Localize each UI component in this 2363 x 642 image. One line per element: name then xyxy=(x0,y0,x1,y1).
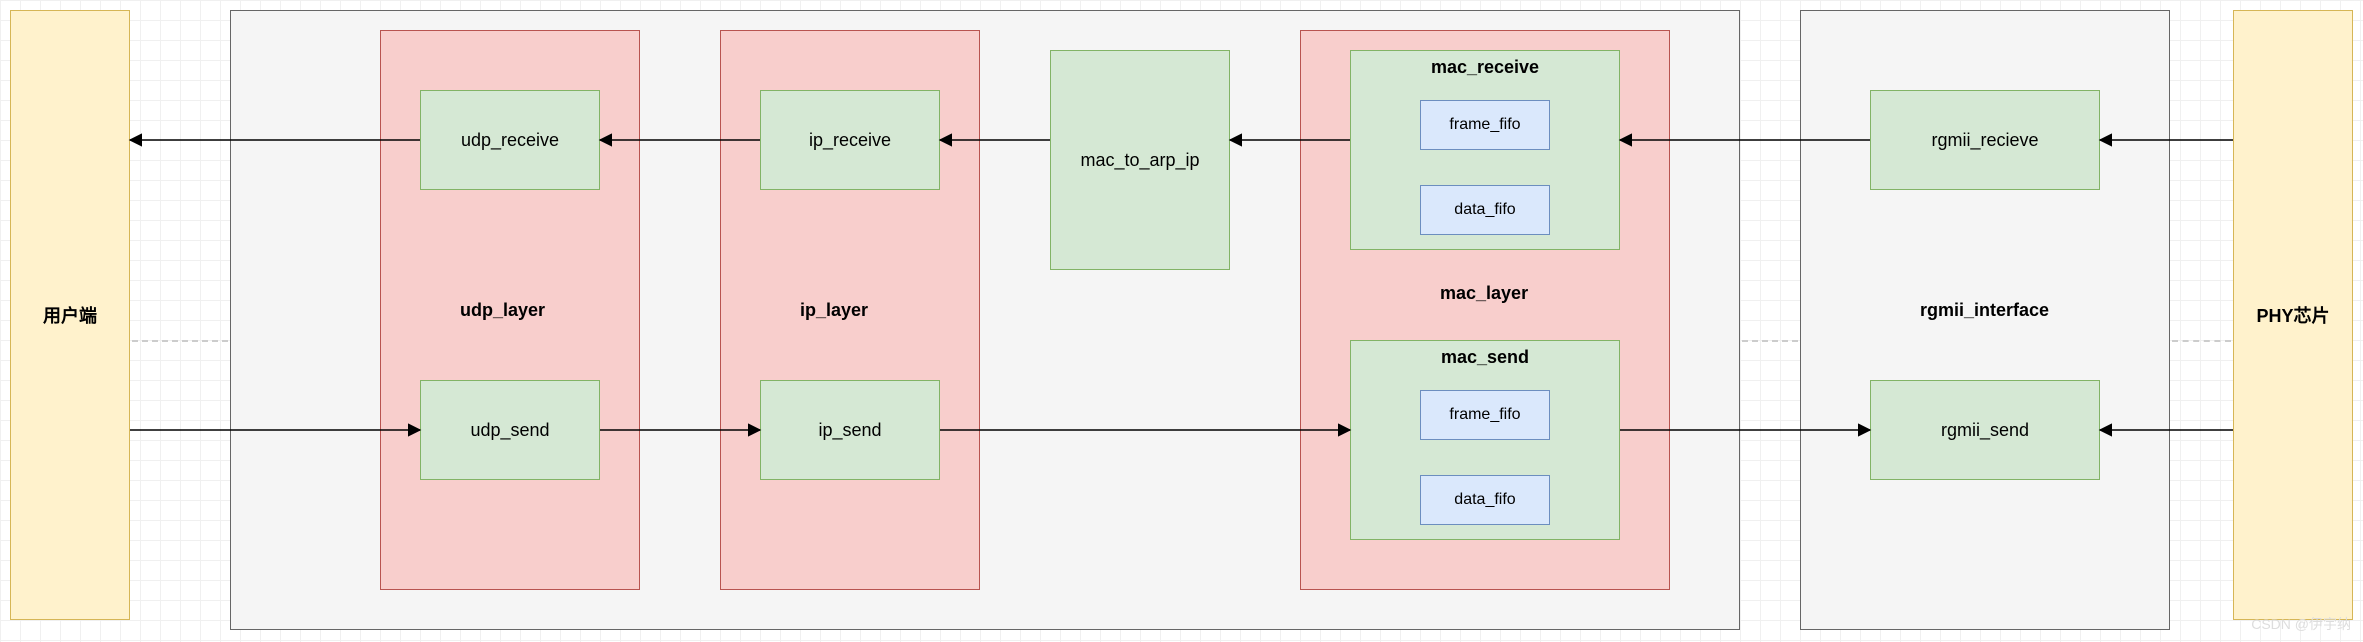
phy-chip-box: PHY芯片 xyxy=(2233,10,2353,620)
mac-to-arp-ip-label: mac_to_arp_ip xyxy=(1080,150,1199,171)
phy-chip-label: PHY芯片 xyxy=(2256,302,2329,328)
dashed-sep-3 xyxy=(2172,340,2231,342)
data-fifo-label-2: data_fifo xyxy=(1454,491,1515,509)
dashed-sep-1 xyxy=(132,340,228,342)
data-fifo-label-1: data_fifo xyxy=(1454,201,1515,219)
rgmii-send-label: rgmii_send xyxy=(1941,420,2029,441)
frame-fifo-label-2: frame_fifo xyxy=(1449,406,1520,424)
mac-receive-data-fifo: data_fifo xyxy=(1420,185,1550,235)
rgmii-receive-box: rgmii_recieve xyxy=(1870,90,2100,190)
user-end-label: 用户端 xyxy=(43,302,97,328)
udp-layer-label: udp_layer xyxy=(460,300,545,321)
dashed-sep-2 xyxy=(1742,340,1798,342)
rgmii-interface-label: rgmii_interface xyxy=(1920,300,2049,321)
ip-layer-label: ip_layer xyxy=(800,300,868,321)
mac-to-arp-ip-box: mac_to_arp_ip xyxy=(1050,50,1230,270)
watermark: CSDN @伊宇纳 xyxy=(2251,614,2351,634)
udp-send-box: udp_send xyxy=(420,380,600,480)
mac-receive-label: mac_receive xyxy=(1431,57,1539,78)
udp-receive-box: udp_receive xyxy=(420,90,600,190)
ip-send-box: ip_send xyxy=(760,380,940,480)
udp-send-label: udp_send xyxy=(470,420,549,441)
udp-receive-label: udp_receive xyxy=(461,130,559,151)
rgmii-receive-label: rgmii_recieve xyxy=(1931,130,2038,151)
ip-send-label: ip_send xyxy=(818,420,881,441)
mac-send-data-fifo: data_fifo xyxy=(1420,475,1550,525)
user-end-box: 用户端 xyxy=(10,10,130,620)
mac-send-frame-fifo: frame_fifo xyxy=(1420,390,1550,440)
mac-layer-label: mac_layer xyxy=(1440,283,1528,304)
frame-fifo-label-1: frame_fifo xyxy=(1449,116,1520,134)
mac-receive-frame-fifo: frame_fifo xyxy=(1420,100,1550,150)
ip-receive-label: ip_receive xyxy=(809,130,891,151)
ip-receive-box: ip_receive xyxy=(760,90,940,190)
mac-send-label: mac_send xyxy=(1441,347,1529,368)
rgmii-send-box: rgmii_send xyxy=(1870,380,2100,480)
